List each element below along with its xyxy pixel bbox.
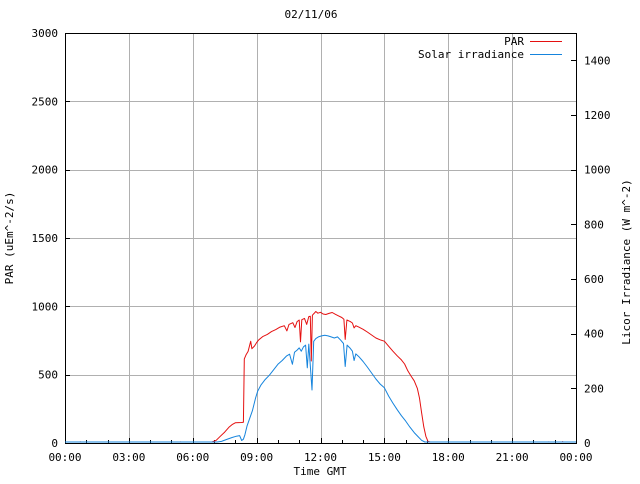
y-left-tick-label: 500 <box>38 369 58 382</box>
y-left-axis-title: PAR (uEm^-2/s) <box>3 192 16 285</box>
y-left-tick-label: 2500 <box>32 95 59 108</box>
y-right-axis-title: Licor Irradiance (W m^-2) <box>620 179 633 345</box>
y-right-tick-label: 1200 <box>584 109 611 122</box>
y-right-tick-label: 1000 <box>584 164 611 177</box>
x-tick-label: 06:00 <box>176 451 209 464</box>
x-tick-label: 18:00 <box>432 451 465 464</box>
y-right-tick-label: 0 <box>584 437 591 450</box>
legend-par-label: PAR <box>504 35 524 48</box>
y-right-tick-label: 400 <box>584 328 604 341</box>
x-tick-label: 12:00 <box>304 451 337 464</box>
tick-labels: 00:00 03:00 06:00 09:00 12:00 15:00 18:00 21:00… <box>32 27 611 464</box>
y-right-tick-label: 1400 <box>584 54 611 67</box>
x-tick-label: 00:00 <box>559 451 592 464</box>
gridlines <box>65 33 576 443</box>
y-left-tick-label: 1000 <box>32 300 59 313</box>
chart-title: 02/11/06 <box>285 8 338 21</box>
y-left-tick-label: 2000 <box>32 164 59 177</box>
y-right-tick-label: 200 <box>584 382 604 395</box>
x-tick-label: 15:00 <box>368 451 401 464</box>
x-tick-label: 03:00 <box>112 451 145 464</box>
x-tick-label: 00:00 <box>48 451 81 464</box>
y-left-tick-label: 0 <box>51 437 58 450</box>
legend-solar-irradiance-label: Solar irradiance <box>418 48 524 61</box>
data-series <box>65 311 576 443</box>
x-tick-label: 09:00 <box>240 451 273 464</box>
series-line-par <box>65 311 576 443</box>
y-right-tick-label: 800 <box>584 218 604 231</box>
legend: PAR Solar irradiance <box>418 35 562 61</box>
y-left-tick-label: 1500 <box>32 232 59 245</box>
x-tick-label: 21:00 <box>496 451 529 464</box>
y-left-tick-label: 3000 <box>32 27 59 40</box>
y-right-tick-label: 600 <box>584 273 604 286</box>
x-axis-title: Time GMT <box>294 465 347 478</box>
series-line-solar-irradiance <box>65 334 576 443</box>
